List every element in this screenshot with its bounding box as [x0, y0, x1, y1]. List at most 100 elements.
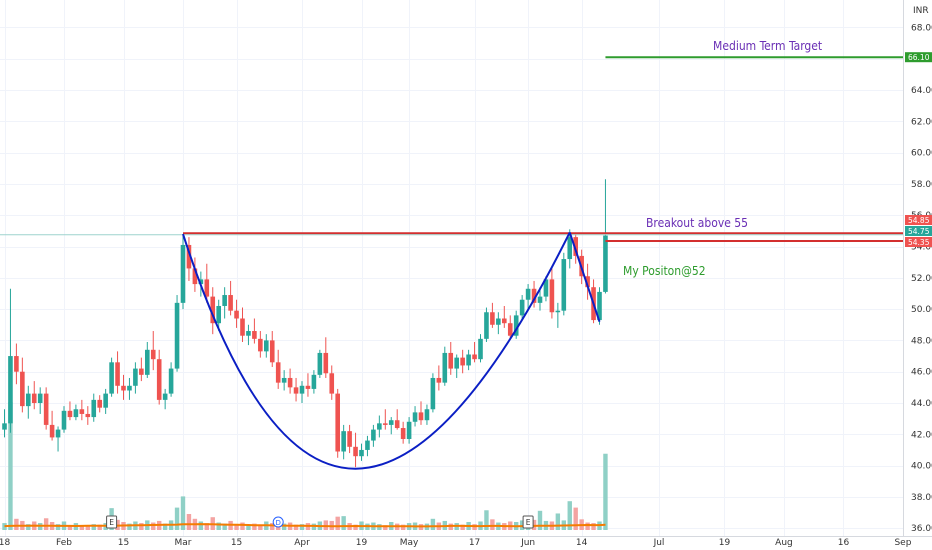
time-tick-label: 17 [469, 538, 480, 548]
volume-bar [174, 507, 180, 530]
candle-down [275, 362, 281, 383]
volume-bar [97, 524, 102, 530]
candle-down [585, 276, 590, 288]
candle-down [436, 377, 442, 383]
price-tick-label: 50.00 [911, 305, 932, 315]
volume-bar [186, 514, 192, 530]
candle-up [198, 279, 204, 285]
volume-bar [585, 522, 590, 530]
candle-up [567, 237, 573, 260]
time-tick-label: Aug [775, 538, 793, 548]
volume-bar [252, 523, 257, 530]
volume-bar [430, 518, 436, 530]
volume-bar [139, 523, 144, 530]
candle-up [412, 412, 418, 422]
cup-curve [182, 232, 571, 470]
candle-up [406, 421, 412, 439]
candle-up [311, 374, 317, 389]
candle-down [97, 399, 102, 408]
candle-down [121, 385, 126, 391]
candle-down [507, 323, 513, 336]
volume-bar [14, 518, 19, 530]
candle-up [91, 399, 97, 418]
candle-up [430, 377, 436, 410]
price-tick-label: 54.00 [911, 243, 932, 253]
candle-up [561, 259, 567, 311]
candle-down [347, 431, 352, 447]
candle-up [168, 368, 174, 394]
volume-moving-average [4, 523, 606, 528]
price-tag [905, 215, 932, 225]
candle-down [49, 424, 55, 438]
candle-up [317, 352, 323, 375]
candle-up [496, 318, 501, 325]
candle-down [228, 295, 233, 311]
price-tag-label: 54.85 [908, 216, 930, 225]
candle-down [150, 349, 156, 360]
candle-down [192, 268, 198, 285]
price-tag-label: 54.75 [908, 227, 930, 236]
time-tick-label: 18 [0, 538, 10, 548]
volume-bar [43, 518, 49, 530]
volume-bar [603, 453, 608, 530]
price-axis[interactable]: 68.0066.0064.0062.0060.0058.0056.0054.00… [905, 23, 932, 534]
volume-bar [234, 524, 239, 530]
candle-down [139, 368, 144, 375]
candle-up [454, 357, 459, 369]
candle-down [472, 354, 477, 360]
volume-bar [216, 522, 221, 530]
candle-down [20, 371, 25, 407]
candle-down [156, 359, 162, 400]
volume-bar [341, 516, 346, 530]
candle-down [67, 410, 73, 418]
drawing-overlays: Medium Term Target Breakout above 55 My Po… [0, 39, 903, 470]
price-tick-label: 68.00 [911, 23, 932, 33]
dividend-marker-label: D [276, 519, 281, 527]
volume-bar [460, 524, 465, 530]
candle-down [85, 413, 91, 418]
price-tag [905, 237, 932, 247]
candle-up [222, 295, 227, 306]
candle-down [234, 310, 239, 319]
candle-up [73, 409, 79, 418]
candle-up [513, 315, 519, 336]
time-axis[interactable]: 18 Feb 15 Mar 15 Apr 19 May 17 Jun 14 Jul 19 Aug 16 Sep [0, 538, 912, 548]
candle-up [377, 423, 382, 430]
volume-bar [573, 507, 578, 530]
volume-bar [591, 523, 596, 530]
candle-down [204, 279, 210, 297]
price-candles [2, 179, 608, 468]
candle-up [180, 244, 186, 303]
earnings-marker [522, 515, 534, 529]
time-tick-label: 15 [231, 538, 242, 548]
time-tick-label: Jul [653, 538, 665, 548]
time-tick-label: 19 [719, 538, 731, 548]
candle-down [31, 393, 37, 403]
price-tick-label: 52.00 [911, 274, 932, 284]
candle-down [549, 279, 555, 313]
candle-up [442, 352, 448, 383]
time-tick-label: Sep [894, 538, 911, 548]
time-tick-label: 14 [576, 538, 588, 548]
candle-up [371, 429, 376, 441]
volume-bar [91, 524, 96, 530]
candle-up [37, 393, 43, 403]
price-tick-label: 58.00 [911, 180, 932, 190]
candle-down [210, 296, 216, 324]
candle-down [531, 288, 537, 303]
candle-up [216, 305, 221, 324]
price-tag [905, 52, 932, 63]
volume-bar [67, 525, 73, 530]
candle-down [305, 385, 311, 389]
price-tick-label: 62.00 [911, 117, 932, 127]
candle-up [478, 338, 483, 360]
price-tick-label: 44.00 [911, 399, 932, 409]
price-tag-label: 66.10 [908, 53, 930, 62]
candle-up [281, 377, 287, 383]
candle-down [329, 373, 335, 394]
volume-bar [490, 519, 495, 530]
time-tick-label: 19 [356, 538, 368, 548]
candle-up [26, 393, 31, 407]
